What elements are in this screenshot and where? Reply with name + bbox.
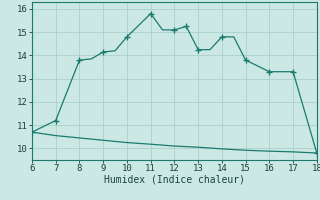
X-axis label: Humidex (Indice chaleur): Humidex (Indice chaleur) <box>104 175 245 185</box>
